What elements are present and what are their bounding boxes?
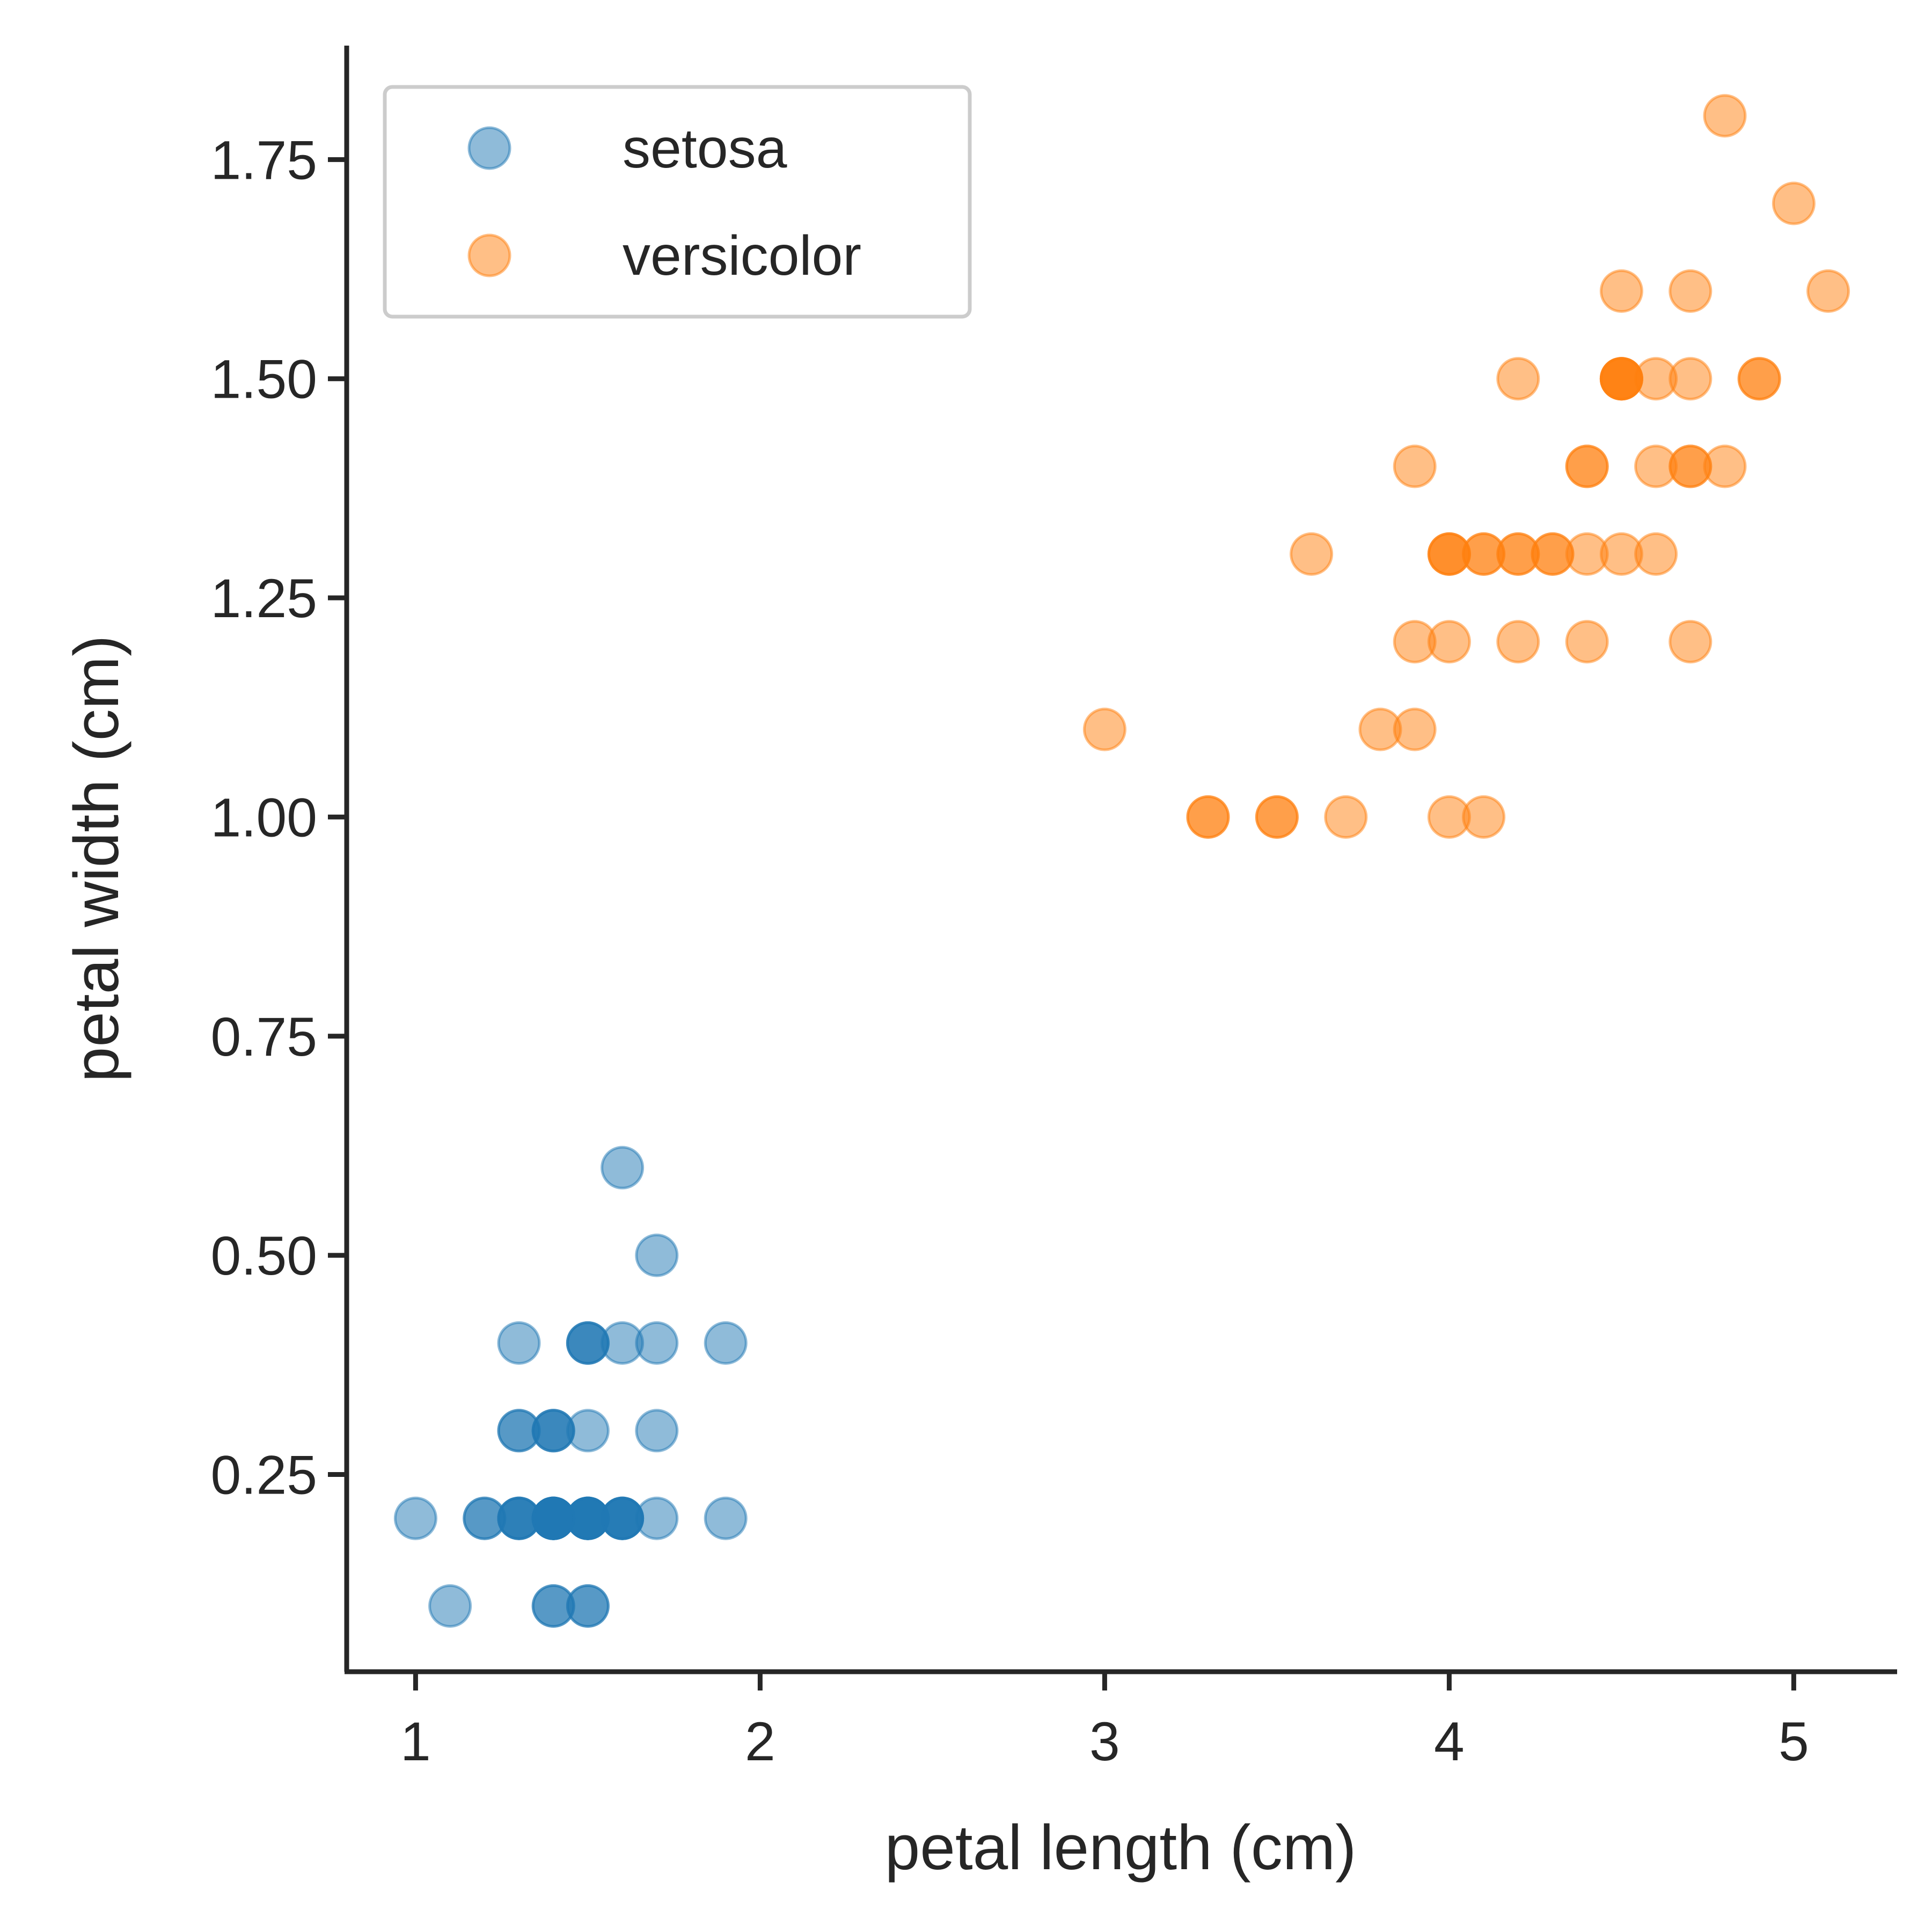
point-setosa (428, 1584, 472, 1628)
legend-label-versicolor: versicolor (623, 225, 861, 287)
point-versicolor (1462, 795, 1506, 839)
point-versicolor (1531, 532, 1575, 576)
point-versicolor (1737, 357, 1781, 401)
point-versicolor (1082, 707, 1126, 751)
point-versicolor (1634, 532, 1678, 576)
point-setosa (635, 1233, 679, 1277)
y-axis-label: petal width (cm) (61, 635, 132, 1082)
point-setosa (635, 1409, 679, 1453)
point-versicolor (1634, 444, 1678, 488)
series-versicolor (1082, 94, 1850, 839)
y-tick-label: 1.50 (210, 349, 317, 410)
x-tick-label: 5 (1779, 1711, 1809, 1772)
point-setosa (566, 1321, 610, 1365)
axes (344, 46, 1897, 1674)
point-setosa (497, 1321, 541, 1365)
point-versicolor (1806, 269, 1850, 313)
y-tick-label: 0.75 (210, 1006, 317, 1067)
point-versicolor (1668, 269, 1713, 313)
point-versicolor (1565, 620, 1609, 664)
point-versicolor (1290, 532, 1334, 576)
x-tick-label: 3 (1089, 1711, 1120, 1772)
point-versicolor (1703, 444, 1747, 488)
point-versicolor (1324, 795, 1368, 839)
point-versicolor (1358, 707, 1402, 751)
y-tick-label: 1.25 (210, 568, 317, 629)
y-tick-label: 0.25 (210, 1444, 317, 1505)
point-versicolor (1599, 269, 1643, 313)
point-versicolor (1462, 532, 1506, 576)
point-setosa (531, 1584, 575, 1628)
legend-marker-setosa (467, 126, 511, 170)
y-tick-label: 0.50 (210, 1225, 317, 1286)
legend-label-setosa: setosa (623, 118, 787, 180)
x-axis-label: petal length (cm) (885, 1812, 1357, 1883)
point-versicolor (1427, 620, 1471, 664)
point-versicolor (1772, 181, 1816, 225)
x-tick-label: 1 (400, 1711, 431, 1772)
point-setosa (704, 1321, 748, 1365)
ticks: 1 2 3 4 5 0.25 0.50 0.75 1.00 1.25 1.50 1.75 (210, 129, 1809, 1772)
point-setosa (531, 1409, 575, 1453)
points-layer (393, 94, 1850, 1628)
point-versicolor (1668, 620, 1713, 664)
point-setosa (601, 1146, 645, 1190)
point-setosa (531, 1496, 575, 1540)
point-setosa (393, 1496, 437, 1540)
x-tick-label: 4 (1434, 1711, 1465, 1772)
legend: setosa versicolor (383, 85, 972, 319)
point-versicolor (1599, 357, 1643, 401)
point-versicolor (1668, 357, 1713, 401)
point-versicolor (1496, 357, 1540, 401)
point-versicolor (1565, 444, 1609, 488)
point-versicolor (1496, 620, 1540, 664)
point-versicolor (1393, 444, 1437, 488)
y-tick-label: 1.00 (210, 787, 317, 848)
x-tick-label: 2 (745, 1711, 775, 1772)
point-versicolor (1255, 795, 1299, 839)
series-setosa (393, 1146, 748, 1628)
point-versicolor (1186, 795, 1230, 839)
point-setosa (704, 1496, 748, 1540)
y-tick-label: 1.75 (210, 129, 317, 191)
point-versicolor (1703, 94, 1747, 138)
legend-marker-versicolor (467, 233, 511, 277)
legend-frame (383, 85, 972, 319)
